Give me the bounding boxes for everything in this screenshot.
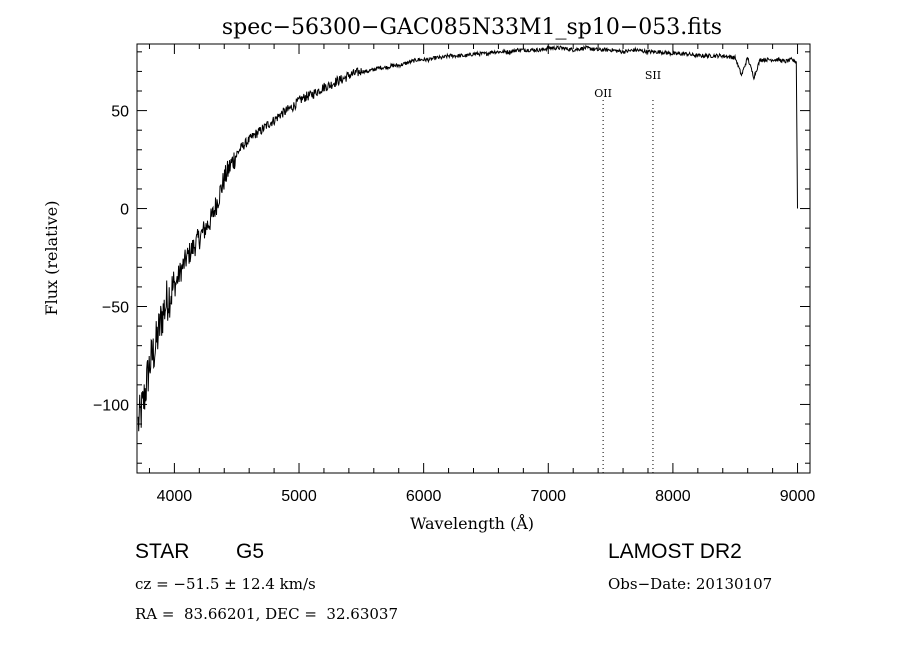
spectrum-line (137, 44, 798, 432)
y-tick-label: 50 (111, 104, 129, 121)
object-subclass: G5 (236, 540, 265, 563)
y-tick-label: −100 (93, 397, 129, 414)
survey-name: LAMOST DR2 (608, 540, 742, 563)
x-axis-label: Wavelength (Å) (410, 513, 534, 533)
plot-frame (136, 43, 811, 474)
y-tick-label: −50 (102, 299, 129, 316)
object-class: STAR (135, 540, 190, 563)
x-tick-label: 4000 (157, 488, 193, 505)
x-tick-label: 7000 (530, 488, 566, 505)
chart-title: spec−56300−GAC085N33M1_sp10−053.fits (222, 15, 722, 40)
x-tick-label: 8000 (655, 488, 691, 505)
y-tick-label: 0 (120, 202, 129, 219)
axis-ticks: 4000 5000 6000 7000 8000 9000 −100 −50 0 50 (93, 44, 815, 505)
annotation-label: OII (594, 87, 612, 100)
redshift-text: cz = −51.5 ± 12.4 km/s (135, 575, 316, 593)
y-axis-label: Flux (relative) (42, 201, 61, 316)
x-tick-label: 5000 (281, 488, 317, 505)
annotation-label: SII (645, 69, 661, 82)
coordinates-text: RA = 83.66201, DEC = 32.63037 (135, 605, 399, 623)
line-annotations: OII SII (594, 69, 661, 473)
x-tick-label: 9000 (780, 488, 816, 505)
obs-date-text: Obs−Date: 20130107 (608, 575, 773, 593)
x-tick-label: 6000 (406, 488, 442, 505)
